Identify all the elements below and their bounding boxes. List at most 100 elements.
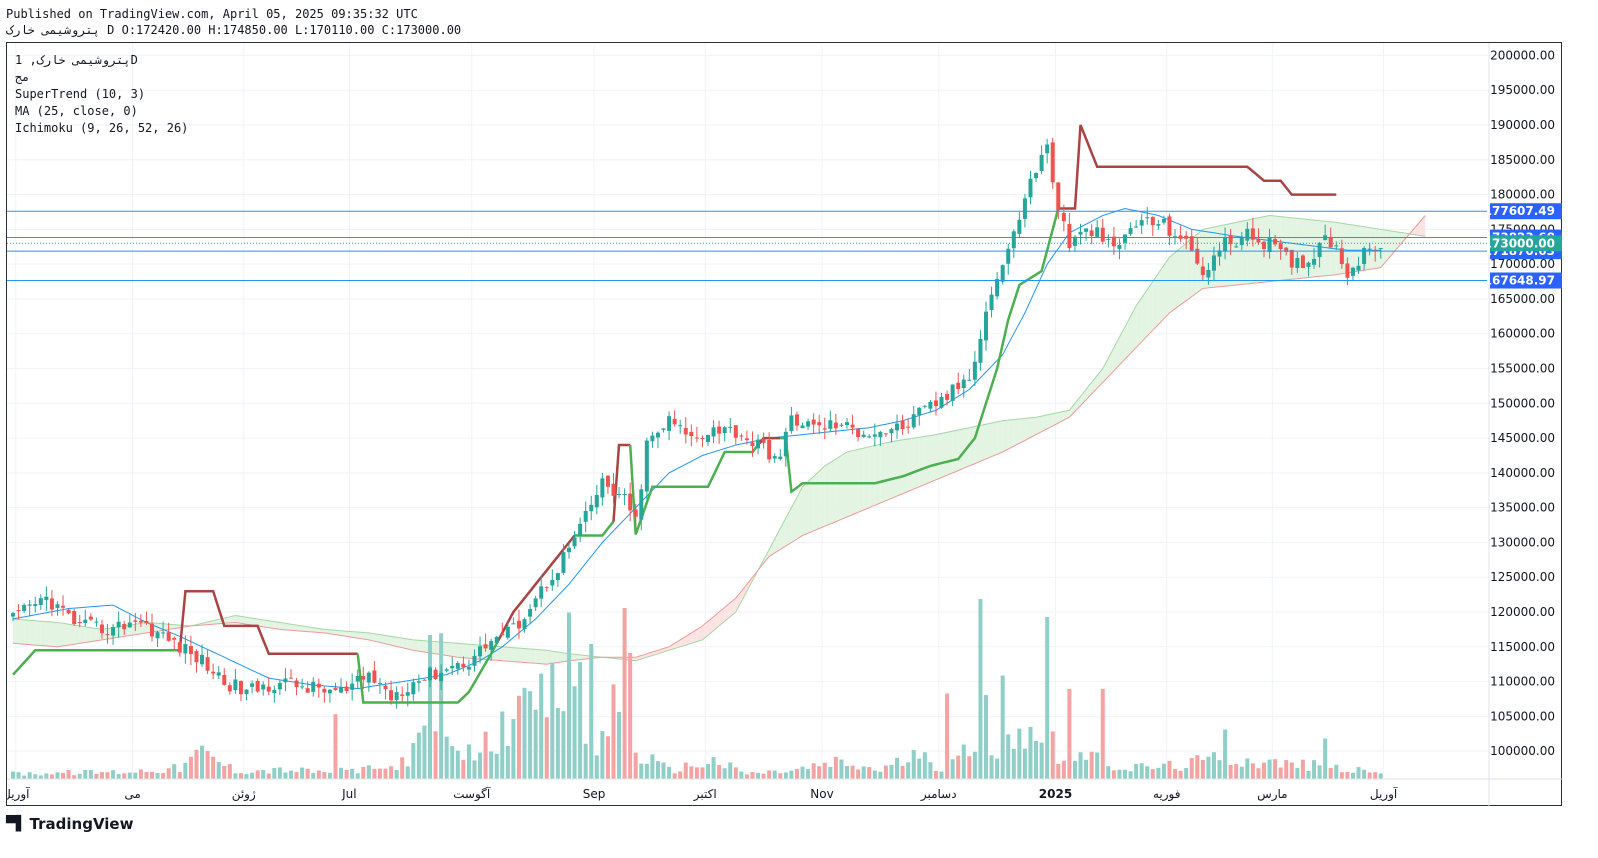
volume-bar — [1228, 764, 1233, 779]
candle-body — [611, 483, 616, 496]
volume-bar — [61, 772, 66, 779]
candle-body — [583, 510, 588, 522]
ichimoku-cloud-segment — [791, 497, 797, 543]
candle-body — [350, 683, 355, 690]
candle-body — [339, 686, 344, 693]
candle-body — [88, 616, 93, 620]
chart-panel[interactable]: 100000.00 105000.00 110000.00 115000.00 1200… — [6, 42, 1563, 807]
candle-body — [55, 604, 60, 608]
ichimoku-cloud-segment — [452, 642, 458, 658]
candle-body — [355, 675, 360, 682]
volume-bar — [505, 746, 510, 779]
candle-body — [672, 418, 677, 425]
volume-bar — [1200, 759, 1205, 779]
ichimoku-cloud-segment — [1152, 273, 1159, 331]
y-tick-label: 200000.00 — [1490, 48, 1555, 62]
candle-body — [617, 493, 622, 495]
ichimoku-cloud-segment — [140, 622, 147, 634]
ichimoku-cloud-segment — [18, 619, 25, 645]
candle-body — [1334, 245, 1339, 247]
volume-bar — [678, 771, 683, 779]
ichimoku-cloud-segment — [580, 654, 586, 660]
volume-bar — [161, 773, 166, 779]
ichimoku-cloud-segment — [1280, 216, 1287, 281]
ichimoku-cloud-segment — [552, 651, 558, 664]
legend-ichimoku[interactable]: Ichimoku (9, 26, 52, 26) — [15, 121, 189, 135]
candle-body — [1362, 248, 1367, 265]
volume-bar — [895, 757, 900, 779]
volume-bar — [250, 772, 255, 779]
candle-body — [1262, 241, 1266, 250]
last-price-tag: 173000.00 — [1484, 236, 1555, 250]
candle-body — [49, 598, 54, 610]
candle-body — [1217, 250, 1222, 257]
candle-body — [972, 361, 977, 380]
candle-body — [822, 428, 827, 430]
volume-bar — [511, 718, 516, 779]
volume-bar — [1362, 769, 1367, 779]
candle-body — [216, 672, 221, 676]
volume-bar — [1123, 769, 1127, 779]
ichimoku-cloud-segment — [841, 452, 847, 520]
y-tick-label: 150000.00 — [1490, 396, 1555, 410]
y-tick-label: 115000.00 — [1490, 640, 1555, 654]
candle-body — [11, 613, 15, 617]
candle-body — [428, 667, 432, 681]
price-chart-svg[interactable]: 100000.00 105000.00 110000.00 115000.00 1200… — [7, 43, 1563, 807]
candle-body — [978, 338, 983, 363]
ichimoku-cloud-segment — [824, 462, 831, 527]
volume-bar — [1139, 763, 1144, 779]
volume-bar — [222, 766, 227, 779]
volume-bar — [1323, 738, 1328, 779]
volume-bar — [266, 773, 271, 779]
ichimoku-cloud-segment — [1108, 347, 1114, 377]
legend-ma[interactable]: MA (25, close, 0) — [15, 104, 138, 118]
ichimoku-cloud-segment — [719, 607, 725, 626]
candle-body — [83, 619, 88, 624]
candle-body — [255, 680, 260, 692]
ichimoku-cloud-segment — [780, 518, 786, 550]
candle-body — [1189, 236, 1194, 251]
candle-body — [277, 682, 282, 690]
candle-body — [166, 632, 171, 641]
candle-body — [72, 611, 77, 625]
candle-body — [261, 684, 266, 690]
volume-bar — [917, 758, 922, 779]
volume-bar — [300, 767, 305, 779]
ichimoku-cloud-segment — [830, 458, 836, 524]
volume-bar — [1339, 772, 1344, 779]
ichimoku-cloud-segment — [1414, 221, 1420, 236]
volume-bar — [238, 773, 243, 779]
volume-bar — [1117, 769, 1122, 779]
volume-bar — [1189, 758, 1194, 779]
candle-body — [416, 681, 421, 683]
volume-bar — [461, 759, 466, 779]
ichimoku-cloud-segment — [1119, 326, 1125, 366]
ichimoku-cloud-segment — [769, 538, 775, 557]
candle-body — [989, 294, 994, 311]
legend-sub: مج — [15, 70, 30, 84]
ichimoku-cloud-segment — [1041, 414, 1048, 432]
candle-body — [211, 671, 216, 674]
y-tick-label: 195000.00 — [1490, 83, 1555, 97]
legend-supertrend[interactable]: SuperTrend (10, 3) — [15, 87, 146, 101]
volume-bar — [99, 772, 104, 779]
candle-body — [1061, 212, 1066, 222]
volume-bar — [1145, 766, 1150, 779]
volume-bar — [372, 768, 377, 779]
ichimoku-cloud-segment — [235, 615, 241, 624]
ichimoku-cloud-segment — [1186, 238, 1192, 301]
volume-bar — [533, 709, 538, 779]
ichimoku-cloud-segment — [885, 441, 892, 501]
volume-bar — [428, 635, 432, 779]
ichimoku-cloud-segment — [1197, 229, 1203, 293]
candle-body — [344, 686, 349, 691]
candle-body — [1100, 227, 1105, 242]
volume-bar — [1128, 771, 1133, 779]
ichimoku-cloud-segment — [774, 528, 781, 553]
ichimoku-cloud-segment — [1008, 419, 1014, 450]
y-tick-label: 165000.00 — [1490, 292, 1555, 306]
volume-bar — [667, 766, 672, 779]
candle-body — [945, 393, 950, 400]
volume-bar — [283, 772, 288, 779]
